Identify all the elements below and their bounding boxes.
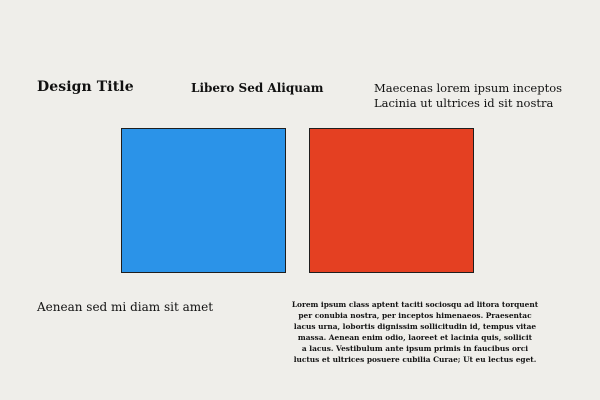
- body-line-2: per conubia nostra, per inceptos himenae…: [280, 310, 550, 321]
- caption: Aenean sed mi diam sit amet: [37, 300, 213, 314]
- body-line-5: a lacus. Vestibulum ante ipsum primis in…: [280, 343, 550, 354]
- tagline-line-2: Lacinia ut ultrices id sit nostra: [374, 96, 574, 111]
- body-line-3: lacus urna, lobortis dignissim sollicitu…: [280, 321, 550, 332]
- body-text: Lorem ipsum class aptent taciti sociosqu…: [280, 299, 550, 366]
- tagline: Maecenas lorem ipsum inceptos Lacinia ut…: [374, 81, 574, 111]
- tagline-line-1: Maecenas lorem ipsum inceptos: [374, 81, 574, 96]
- body-line-4: massa. Aenean enim odio, laoreet et laci…: [280, 332, 550, 343]
- body-line-1: Lorem ipsum class aptent taciti sociosqu…: [280, 299, 550, 310]
- body-line-6: luctus et ultrices posuere cubilia Curae…: [280, 354, 550, 365]
- subtitle: Libero Sed Aliquam: [191, 81, 323, 95]
- design-title: Design Title: [37, 79, 134, 95]
- red-color-block: [309, 128, 474, 273]
- blue-color-block: [121, 128, 286, 273]
